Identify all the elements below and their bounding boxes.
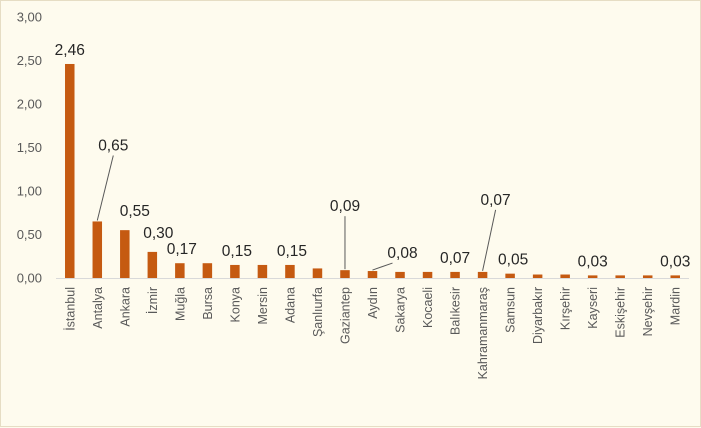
data-label: 0,07 (440, 250, 470, 267)
bar (175, 263, 185, 278)
leader-line (482, 209, 497, 272)
data-label: 0,65 (98, 137, 128, 154)
bar (312, 268, 323, 278)
y-tick-label: 2,00 (17, 97, 42, 112)
bar (532, 274, 543, 278)
bar (642, 275, 653, 278)
y-axis: 0,00 0,50 1,00 1,50 2,00 2,50 3,00 (17, 10, 42, 286)
bar (257, 264, 268, 278)
data-label: 2,46 (55, 42, 85, 59)
bar (477, 271, 488, 278)
y-tick-label: 1,00 (17, 184, 42, 199)
x-tick-label: Adana (283, 287, 297, 323)
x-tick-label: Kırşehir (559, 287, 573, 330)
bar (395, 271, 405, 278)
x-tick-label: Bursa (201, 287, 215, 320)
x-tick-label: Aydın (366, 287, 380, 319)
bar (587, 275, 598, 278)
bars (65, 63, 680, 279)
leader-line (372, 262, 393, 271)
y-tick-label: 3,00 (17, 10, 42, 25)
data-label: 0,07 (481, 192, 511, 209)
bar (340, 270, 350, 278)
bar (65, 63, 75, 279)
data-label: 0,09 (330, 198, 360, 215)
x-tick-label: Ankara (118, 287, 132, 327)
x-tick-label: Antalya (91, 287, 105, 329)
x-tick-label: Şanlıurfa (311, 287, 325, 337)
x-tick-label: Samsun (504, 287, 518, 333)
x-tick-label: Mardin (669, 287, 683, 325)
x-axis: İstanbul Antalya Ankara İzmir Muğla Bursa Kony… (56, 278, 689, 379)
x-tick-label: Sakarya (394, 287, 408, 333)
bar (120, 230, 130, 278)
x-tick-label: Nevşehir (641, 287, 655, 336)
y-tick-label: 0,50 (17, 227, 42, 242)
data-label: 0,15 (222, 243, 252, 260)
data-label: 0,17 (167, 241, 197, 258)
data-label: 0,03 (660, 253, 690, 270)
x-tick-label: Gaziantep (338, 287, 352, 344)
data-label: 0,08 (387, 245, 417, 262)
bar (615, 275, 625, 278)
x-tick-label: Mersin (256, 287, 270, 325)
bar (422, 271, 433, 278)
bar (560, 274, 570, 278)
x-tick-label: İstanbul (63, 287, 77, 331)
data-label: 0,15 (277, 243, 307, 260)
bar (230, 264, 240, 278)
x-tick-label: Konya (228, 287, 242, 322)
bar (92, 221, 103, 278)
bar (285, 264, 295, 278)
x-tick-label: Kocaeli (421, 287, 435, 328)
bar (147, 251, 158, 278)
data-label: 0,05 (498, 252, 528, 269)
bar (367, 271, 378, 278)
data-label: 0,30 (143, 225, 174, 242)
bar (670, 275, 680, 278)
leader-line (96, 155, 114, 221)
x-tick-label: Eskişehir (614, 287, 628, 338)
x-tick-label: Kayseri (586, 287, 600, 329)
data-label: 0,03 (578, 253, 608, 270)
data-labels: 2,46 0,65 0,55 0,300,17 0,15 0,15 0,09 0,08 0,07… (55, 42, 690, 272)
bar (202, 263, 213, 278)
y-tick-label: 1,50 (17, 140, 42, 155)
x-tick-label: Kahramanmaraş (476, 287, 490, 379)
x-tick-label: Muğla (173, 287, 187, 321)
y-tick-label: 2,50 (17, 53, 42, 68)
x-tick-label: Diyarbakır (531, 287, 545, 344)
y-tick-label: 0,00 (17, 271, 42, 286)
x-tick-label: Balıkesir (449, 287, 463, 335)
data-label: 0,55 (120, 203, 150, 220)
bar (505, 273, 515, 278)
bar (450, 271, 460, 278)
x-tick-label: İzmir (146, 287, 160, 314)
